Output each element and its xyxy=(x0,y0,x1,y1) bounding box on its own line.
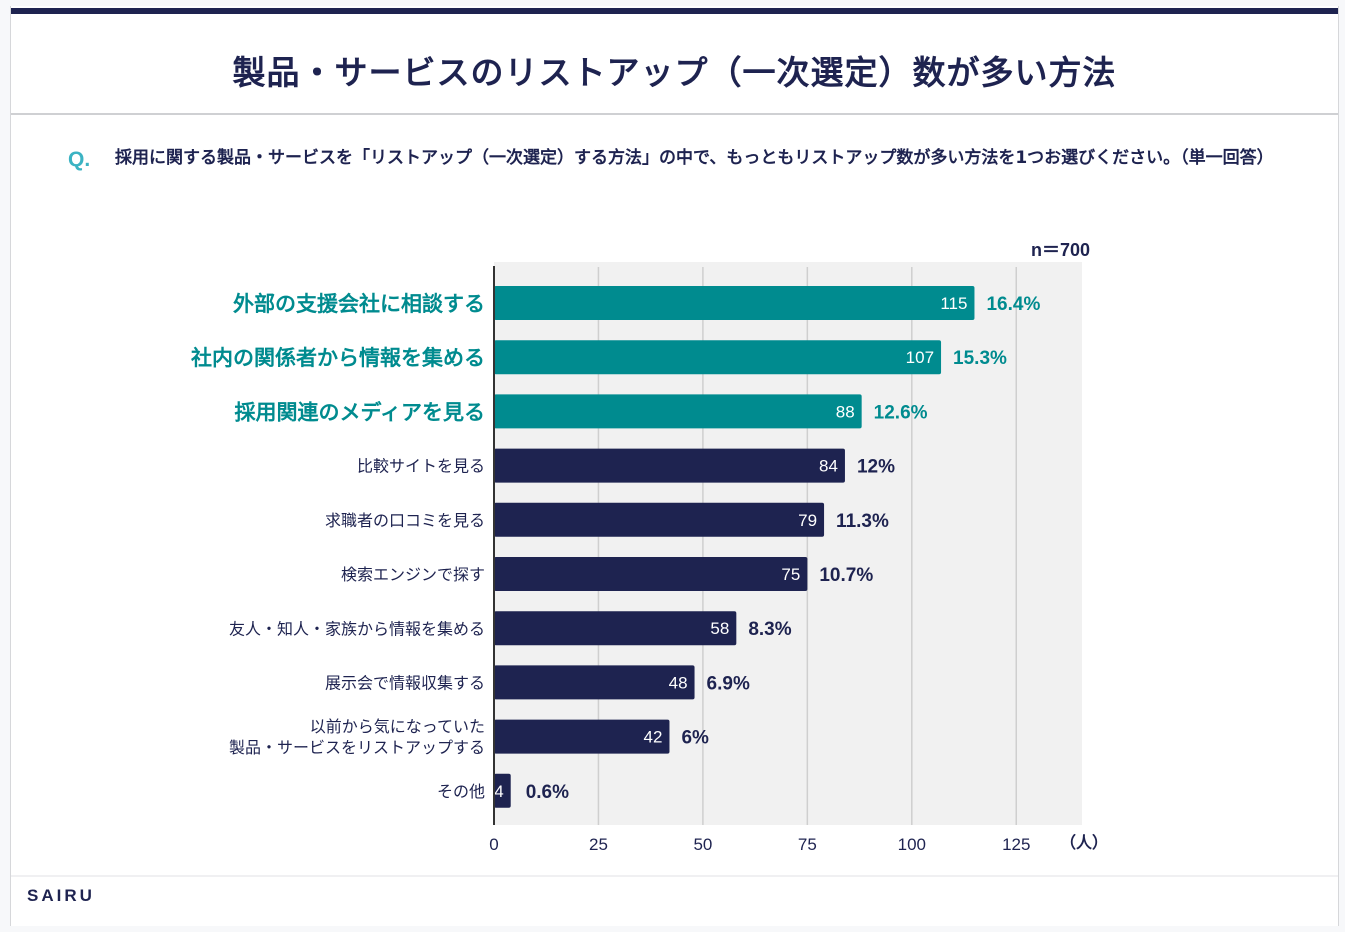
bar-percent-label: 10.7% xyxy=(819,565,873,586)
bar-value-label: 84 xyxy=(819,457,838,476)
bar-percent-label: 12.6% xyxy=(874,402,928,423)
footer-divider xyxy=(11,875,1338,877)
x-tick-label: 75 xyxy=(798,835,817,854)
bar-percent-label: 6% xyxy=(681,728,709,749)
page-title: 製品・サービスのリストアップ（一次選定）数が多い方法 xyxy=(232,53,1117,92)
bar-value-label: 75 xyxy=(781,565,800,584)
x-tick-label: 25 xyxy=(589,835,608,854)
bar xyxy=(494,394,862,429)
bar-value-label: 58 xyxy=(710,619,729,638)
x-tick-label: 50 xyxy=(693,835,712,854)
category-label: その他 xyxy=(437,782,485,801)
x-tick-label: 0 xyxy=(489,835,498,854)
sairu-logo: SAIRU xyxy=(27,886,95,905)
category-label: 比較サイトを見る xyxy=(357,457,485,476)
bar-value-label: 88 xyxy=(836,402,855,421)
x-tick-label: 100 xyxy=(898,835,926,854)
category-label: 社内の関係者から情報を集める xyxy=(190,346,485,370)
bar xyxy=(494,773,511,808)
bar xyxy=(494,340,942,375)
bar-value-label: 79 xyxy=(798,511,817,530)
bar-percent-label: 11.3% xyxy=(836,511,889,532)
category-label: 製品・サービスをリストアップする xyxy=(229,738,485,757)
sample-size-label: n＝700 xyxy=(1031,240,1090,260)
bar-value-label: 4 xyxy=(494,782,503,801)
bar-value-label: 42 xyxy=(644,728,663,747)
category-label: 友人・知人・家族から情報を集める xyxy=(229,619,485,638)
category-label: 検索エンジンで探す xyxy=(341,565,485,584)
bar xyxy=(494,719,670,754)
bar-percent-label: 8.3% xyxy=(748,619,791,640)
bar-value-label: 107 xyxy=(906,348,934,367)
bar xyxy=(494,502,825,537)
bar xyxy=(494,286,975,320)
bar xyxy=(494,557,808,591)
category-label: 採用関連のメディアを見る xyxy=(234,400,485,424)
bar-percent-label: 6.9% xyxy=(707,673,750,694)
bar xyxy=(494,665,695,700)
category-label: 外部の支援会社に相談する xyxy=(233,292,485,316)
category-label: 以前から気になっていた xyxy=(310,717,485,736)
x-tick-label: 125 xyxy=(1002,835,1030,854)
header-accent-bar xyxy=(11,8,1338,14)
question-text: 採用に関する製品・サービスを「リストアップ（一次選定）する方法」の中で、もっとも… xyxy=(115,148,1274,168)
category-label: 求職者の口コミを見る xyxy=(325,511,485,530)
bar-percent-label: 16.4% xyxy=(986,294,1040,315)
bar-value-label: 115 xyxy=(940,294,967,313)
bar-percent-label: 12% xyxy=(857,457,895,478)
bar xyxy=(494,448,845,483)
x-axis-unit-label: （人） xyxy=(1060,833,1108,852)
bar xyxy=(494,611,737,646)
bar-value-label: 48 xyxy=(669,673,688,692)
category-label: 展示会で情報収集する xyxy=(325,673,485,692)
title-divider xyxy=(11,113,1338,115)
question-marker: Q. xyxy=(68,148,91,171)
bar-percent-label: 15.3% xyxy=(953,348,1007,369)
bar-percent-label: 0.6% xyxy=(526,782,569,803)
